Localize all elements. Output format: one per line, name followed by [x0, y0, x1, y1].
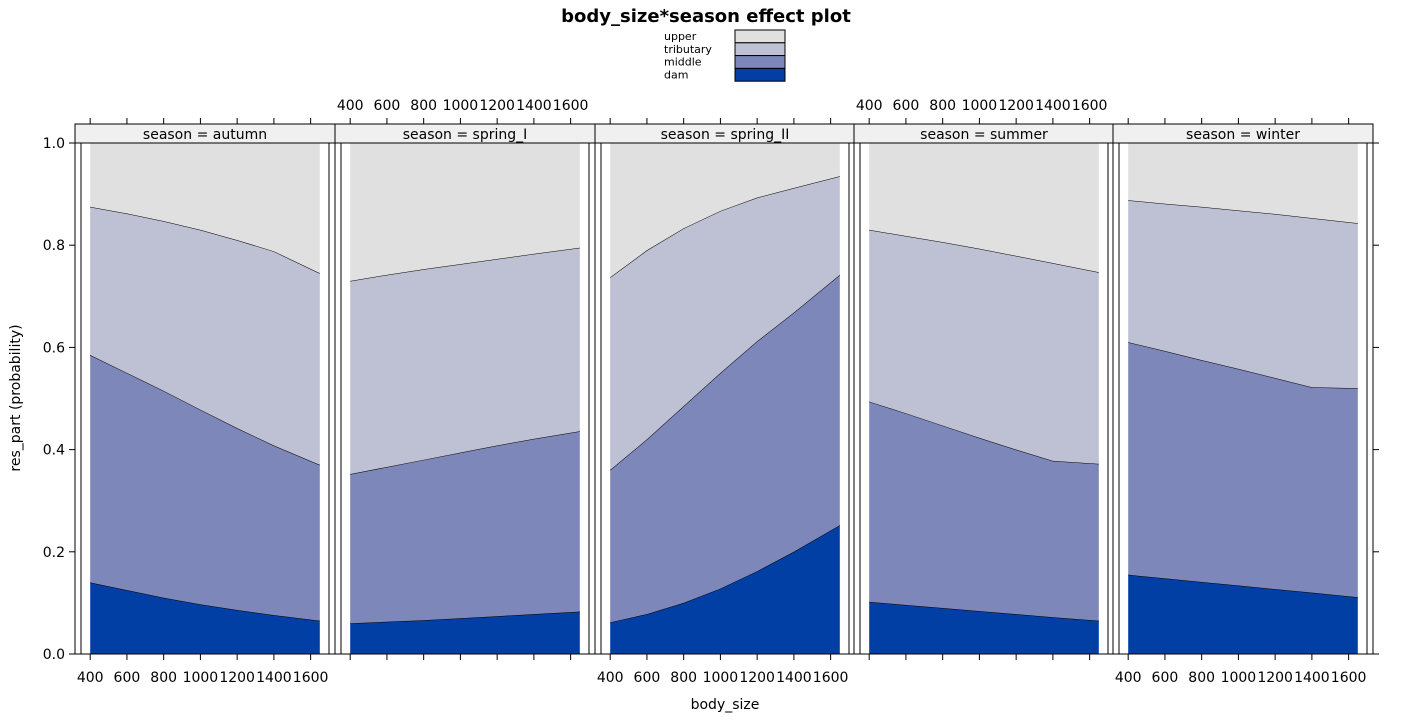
legend-label-dam: dam [664, 68, 688, 81]
x-tick-label-top: 1400 [1035, 98, 1071, 114]
x-tick-label: 1600 [1331, 670, 1367, 686]
legend-label-upper: upper [664, 30, 697, 43]
strip-label: season = spring_II [661, 127, 790, 143]
area-tributary [90, 206, 320, 465]
x-tick-label: 1400 [776, 670, 812, 686]
x-tick-label-top: 1600 [1072, 98, 1108, 114]
area-upper [610, 143, 840, 278]
x-tick-label-top: 1000 [962, 98, 998, 114]
panel-1: season = autumn [74, 123, 336, 655]
panels: season = autumn season = spring_I season =… [74, 123, 1374, 655]
panel-4: season = summer [853, 123, 1115, 655]
area-tributary [869, 229, 1099, 464]
panel-5: season = winter [1112, 123, 1374, 655]
x-tick-label: 1200 [219, 670, 255, 686]
strip [1112, 123, 1374, 144]
y-tick-label: 0.2 [43, 545, 65, 561]
legend-swatch-middle [734, 55, 786, 69]
chart-title: body_size*season effect plot [561, 6, 851, 27]
y-tick-label: 0.6 [43, 340, 65, 356]
area-dam [90, 582, 320, 654]
x-tick-label: 1400 [256, 670, 292, 686]
x-tick-label-top: 1200 [479, 98, 515, 114]
x-tick-label-top: 400 [337, 98, 364, 114]
area-middle [350, 431, 580, 624]
x-tick-label: 800 [150, 670, 177, 686]
x-tick-label: 1200 [1257, 670, 1293, 686]
legend-swatch-tributary [734, 42, 786, 57]
y-tick-label: 0.4 [43, 443, 65, 459]
area-dam [610, 525, 840, 654]
area-upper [869, 143, 1099, 273]
area-dam [869, 601, 1099, 654]
panel-2: season = spring_I [334, 123, 596, 655]
y-tick-label: 1.0 [43, 136, 65, 152]
legend-label-tributary: tributary [664, 43, 712, 56]
area-dam [1128, 574, 1358, 654]
legend-swatch-upper [734, 29, 786, 44]
area-middle [90, 355, 320, 621]
x-tick-label-top: 800 [929, 98, 956, 114]
x-tick-label: 400 [77, 670, 104, 686]
x-tick-label: 1000 [1221, 670, 1257, 686]
area-dam [350, 611, 580, 654]
y-tick-label: 0.0 [43, 647, 65, 663]
strip-label: season = winter [1186, 127, 1300, 143]
strip-label: season = spring_I [403, 127, 528, 143]
strip-label: season = summer [920, 127, 1048, 143]
legend-label-middle: middle [664, 56, 702, 69]
x-axis-label: body_size [691, 697, 760, 713]
area-tributary [1128, 200, 1358, 389]
y-tick-label: 0.8 [43, 238, 65, 254]
area-middle [869, 401, 1099, 621]
x-tick-label: 1000 [183, 670, 219, 686]
strip-label: season = autumn [143, 127, 267, 143]
x-tick-label: 600 [634, 670, 661, 686]
area-tributary [350, 247, 580, 475]
area-upper [1128, 143, 1358, 224]
x-tick-label-top: 400 [856, 98, 883, 114]
area-middle [1128, 342, 1358, 598]
x-tick-label-top: 600 [893, 98, 920, 114]
x-tick-label: 800 [1188, 670, 1215, 686]
area-tributary [610, 176, 840, 471]
x-tick-label: 800 [670, 670, 697, 686]
x-tick-label: 1600 [293, 670, 329, 686]
area-upper [350, 143, 580, 281]
y-axis-label: res_part (probability) [8, 324, 24, 471]
x-tick-label: 1400 [1294, 670, 1330, 686]
x-tick-label-top: 1400 [516, 98, 552, 114]
area-upper [90, 143, 320, 274]
panel-3: season = spring_II [594, 123, 856, 655]
area-middle [610, 274, 840, 623]
x-tick-label: 1200 [739, 670, 775, 686]
x-tick-label-top: 1200 [998, 98, 1034, 114]
x-tick-label-top: 600 [374, 98, 401, 114]
x-tick-label: 600 [114, 670, 141, 686]
x-tick-label-top: 800 [410, 98, 437, 114]
x-tick-label: 400 [1115, 670, 1142, 686]
x-tick-label: 600 [1152, 670, 1179, 686]
x-tick-label-top: 1600 [553, 98, 589, 114]
x-tick-label: 400 [597, 670, 624, 686]
x-tick-label: 1000 [703, 670, 739, 686]
x-tick-label: 1600 [813, 670, 849, 686]
legend-swatch-dam [734, 67, 786, 82]
x-tick-label-top: 1000 [443, 98, 479, 114]
